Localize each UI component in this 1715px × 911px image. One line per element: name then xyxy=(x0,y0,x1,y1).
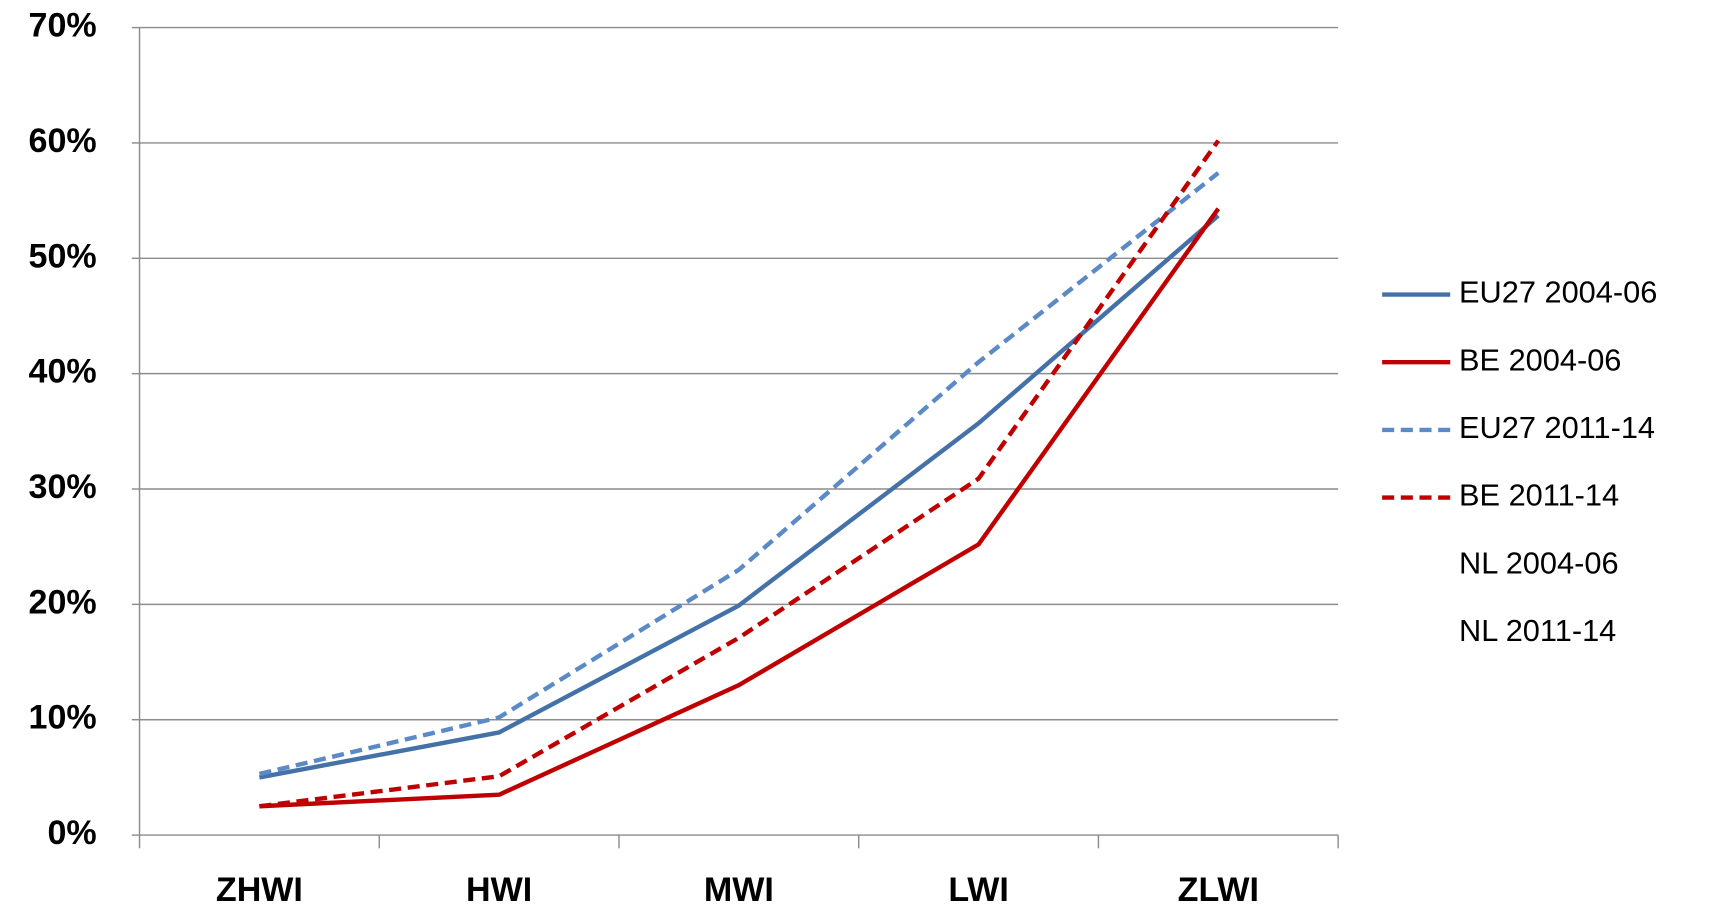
series-line xyxy=(258,213,1220,780)
y-tick-label: 10% xyxy=(29,699,97,737)
y-tick-label: 0% xyxy=(47,814,96,852)
y-tick-label: 30% xyxy=(29,468,97,506)
legend-label: BE 2011-14 xyxy=(1459,478,1619,513)
y-tick-label: 70% xyxy=(29,7,97,45)
series-line xyxy=(259,139,1221,809)
series-line xyxy=(259,207,1221,809)
x-tick-label: HWI xyxy=(466,871,532,909)
y-tick-label: 40% xyxy=(29,353,97,391)
legend-label: BE 2004-06 xyxy=(1459,342,1621,377)
legend-label: EU27 2011-14 xyxy=(1459,410,1655,445)
x-tick-label: ZHWI xyxy=(216,871,303,909)
y-tick-label: 20% xyxy=(29,583,97,621)
y-tick-label: 50% xyxy=(29,237,97,275)
x-tick-label: MWI xyxy=(704,871,774,909)
legend-label: NL 2004-06 xyxy=(1459,545,1619,580)
x-tick-label: ZLWI xyxy=(1178,871,1259,909)
series-line xyxy=(258,171,1220,777)
x-tick-label: LWI xyxy=(948,871,1009,909)
legend-label: NL 2011-14 xyxy=(1459,613,1616,648)
legend-label: EU27 2004-06 xyxy=(1459,275,1657,310)
y-tick-label: 60% xyxy=(29,122,97,160)
